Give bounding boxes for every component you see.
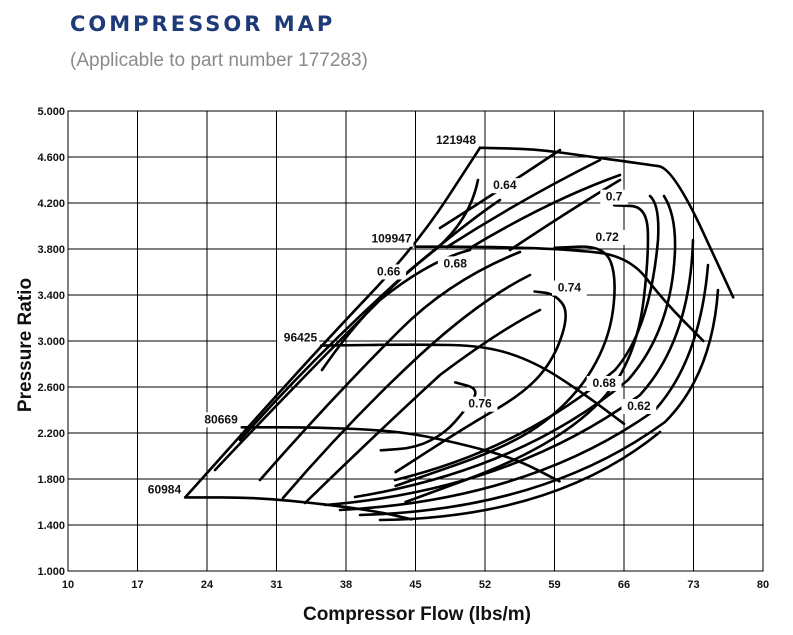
efficiency-contour [303,308,542,505]
y-tick-label: 1.800 [37,474,65,486]
efficiency-contour [445,158,602,249]
efficiency-island [394,245,616,488]
y-tick-label: 3.400 [37,290,65,302]
efficiency-contour [358,288,720,517]
y-tick-label: 3.800 [37,244,65,256]
x-tick-label: 59 [548,579,560,591]
y-tick-label: 4.200 [37,198,65,210]
chart-subtitle: (Applicable to part number 177283) [70,50,368,71]
speed-line-label: 80669 [204,412,238,426]
efficiency-contour [468,173,622,250]
efficiency-island [379,381,477,452]
efficiency-label-bg [586,376,622,391]
chart-title: COMPRESSOR MAP [70,12,336,36]
efficiency-label: 0.74 [558,281,582,295]
efficiency-label: 0.7 [606,190,623,204]
speed-line-label: 121948 [436,133,476,147]
efficiency-contour [258,250,522,482]
efficiency-label-bg [371,264,407,280]
x-tick-label: 52 [479,579,491,591]
efficiency-label: 0.68 [592,376,616,390]
x-axis-label: Compressor Flow (lbs/m) [303,604,531,625]
efficiency-island [404,204,650,504]
efficiency-contour [378,430,662,522]
speed-line [414,245,705,343]
y-tick-label: 5.000 [37,106,65,118]
x-tick-label: 31 [270,579,282,591]
efficiency-label: 0.62 [627,399,651,413]
efficiency-contour [238,198,502,442]
efficiency-island [394,290,567,474]
y-tick-label: 3.000 [37,336,65,348]
efficiency-contour [323,238,695,507]
efficiency-label: 0.64 [493,178,517,192]
surge-line [183,146,482,499]
x-tick-label: 80 [757,579,769,591]
speed-line-label-bg [141,482,184,498]
efficiency-label: 0.76 [468,397,492,411]
efficiency-label: 0.68 [444,256,468,270]
y-axis-label: Pressure Ratio [15,278,36,412]
speed-line-label-bg [428,132,479,148]
efficiency-label-bg [487,178,523,194]
x-tick-label: 24 [201,579,214,591]
speed-line [183,496,413,521]
efficiency-label-bg [437,256,473,272]
efficiency-contour [353,194,677,499]
efficiency-label-bg [621,399,657,414]
efficiency-contour [508,178,622,252]
x-tick-label: 66 [618,579,630,591]
efficiency-label-bg [589,229,625,245]
efficiency-label: 0.72 [595,230,619,244]
speed-line-label: 60984 [148,482,182,496]
speed-line [478,146,735,299]
speed-line-label: 109947 [371,232,411,246]
x-tick-label: 17 [131,579,143,591]
y-tick-label: 4.600 [37,152,65,164]
efficiency-contour [338,263,710,512]
y-tick-label: 1.400 [37,520,65,532]
efficiency-label-bg [462,396,498,412]
x-tick-label: 10 [62,579,74,591]
x-tick-label: 38 [340,579,352,591]
speed-line-label-bg [277,330,320,346]
speed-line-label: 96425 [284,331,318,345]
speed-line [240,426,561,483]
tick-labels: 10 17 24 31 38 45 52 59 66 73 80 1.000 1.400 1.800 2.2… [37,106,769,591]
efficiency-label-bg [600,189,628,205]
efficiency-contour [281,273,532,500]
data-series [183,146,735,521]
efficiency-label-bg [551,280,587,296]
x-tick-label: 73 [687,579,699,591]
efficiency-label: 0.66 [377,264,401,278]
speed-line-label-bg [197,412,240,428]
x-tick-label: 45 [409,579,421,591]
y-tick-label: 2.200 [37,428,65,440]
y-tick-label: 1.000 [37,566,65,578]
y-tick-label: 2.600 [37,382,65,394]
data-labels: 60984 80669 96425 109947 121948 0.64 0.66 0.68 0… [141,132,657,498]
speed-line [319,343,626,426]
speed-line-label-bg [364,231,414,247]
